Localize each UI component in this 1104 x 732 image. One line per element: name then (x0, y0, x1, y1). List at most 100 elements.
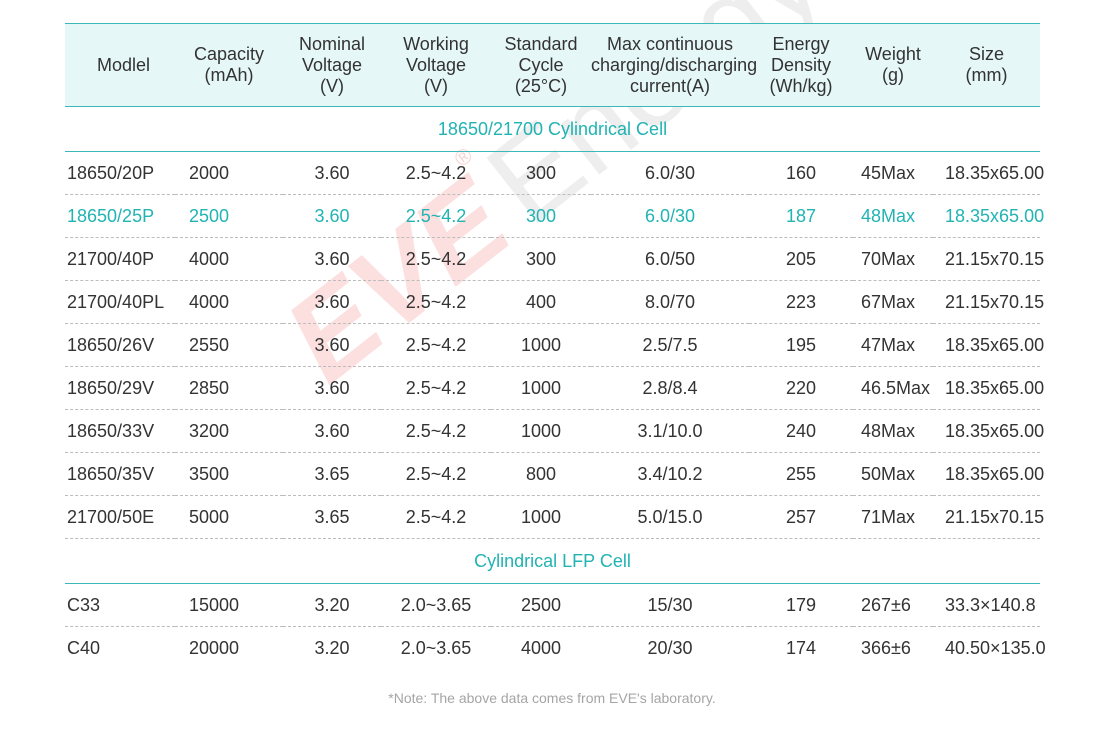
cell-standard-cycle: 300 (491, 151, 591, 195)
cell-capacity: 3500 (175, 452, 283, 496)
cell-weight: 48Max (853, 194, 933, 238)
cell-max-current: 6.0/50 (591, 237, 749, 281)
cell-capacity: 2000 (175, 151, 283, 195)
header-nominal-voltage: Nominal Voltage (V) (283, 23, 381, 107)
header-working-voltage: Working Voltage (V) (381, 23, 491, 107)
cell-working-voltage: 2.0~3.65 (381, 583, 491, 627)
cell-size: 18.35x65.00 (933, 194, 1044, 238)
cell-energy-density: 257 (749, 495, 853, 539)
cell-model: C40 (67, 637, 101, 658)
cell-max-current: 20/30 (647, 637, 693, 658)
cell-working-voltage: 2.5~4.2 (381, 323, 491, 367)
cell-nominal-voltage: 3.60 (283, 194, 381, 238)
cell-capacity: 2850 (175, 366, 283, 410)
cell-max-current: 15/30 (591, 583, 749, 627)
cell-standard-cycle: 1000 (491, 495, 591, 539)
table-row: C33 15000 3.20 2.0~3.65 2500 15/30 179 267±6 33.… (65, 583, 1040, 627)
cell-weight: 45Max (853, 151, 933, 195)
cell-nominal-voltage: 3.60 (283, 280, 381, 324)
header-standard-cycle: Standard Cycle (25°C) (491, 23, 591, 107)
spec-table-container: Modlel Capacity (mAh) Nominal Voltage (V) Work… (65, 23, 1046, 670)
cell-max-current: 2.8/8.4 (591, 366, 749, 410)
cell-size: 33.3×140.8 (933, 583, 1040, 627)
cell-energy-density: 187 (749, 194, 853, 238)
header-max-current: Max continuous charging/discharging curren… (591, 23, 757, 107)
header-energy-density: Energy Density (Wh/kg) (749, 23, 853, 107)
section-title: Cylindrical LFP Cell (65, 538, 1040, 584)
cell-model: 21700/40P (65, 237, 175, 281)
cell-standard-cycle: 1000 (491, 409, 591, 453)
cell-weight: 267±6 (853, 583, 933, 627)
header-size: Size (mm) (933, 23, 1040, 107)
cell-weight: 46.5Max (853, 366, 933, 410)
cell-standard-cycle: 1000 (491, 323, 591, 367)
table-body: 18650/21700 Cylindrical Cell 18650/20P 200… (65, 106, 1046, 670)
footnote: *Note: The above data comes from EVE's l… (388, 690, 716, 706)
cell-model: 18650/35V (65, 452, 175, 496)
table-row: 18650/26V 2550 3.60 2.5~4.2 1000 2.5/7.5 195 47… (65, 323, 1044, 367)
cell-energy-density: 160 (749, 151, 853, 195)
cell-energy-density: 255 (749, 452, 853, 496)
cell-max-current: 3.1/10.0 (591, 409, 749, 453)
cell-size: 21.15x70.15 (933, 237, 1044, 281)
cell-standard-cycle: 800 (491, 452, 591, 496)
cell-nominal-voltage: 3.60 (283, 366, 381, 410)
cell-working-voltage: 2.5~4.2 (381, 409, 491, 453)
cell-weight: 71Max (853, 495, 933, 539)
cell-nominal-voltage: 3.60 (283, 237, 381, 281)
section-title: 18650/21700 Cylindrical Cell (65, 106, 1040, 152)
cell-model: 18650/33V (65, 409, 175, 453)
cell-size: 18.35x65.00 (933, 151, 1044, 195)
header-capacity: Capacity (mAh) (175, 23, 283, 107)
cell-size: 18.35x65.00 (933, 323, 1044, 367)
table-row: 18650/35V 3500 3.65 2.5~4.2 800 3.4/10.2 255 50… (65, 452, 1044, 496)
cell-nominal-voltage: 3.60 (283, 409, 381, 453)
cell-max-current: 5.0/15.0 (591, 495, 749, 539)
table-row: 18650/25P 2500 3.60 2.5~4.2 300 6.0/30 187 48Ma… (65, 194, 1044, 238)
cell-size: 21.15x70.15 (933, 495, 1044, 539)
cell-model: 21700/40PL (65, 280, 175, 324)
cell-capacity: 5000 (175, 495, 283, 539)
cell-working-voltage: 2.5~4.2 (381, 366, 491, 410)
cell-max-current: 6.0/30 (591, 151, 749, 195)
cell-weight: 47Max (853, 323, 933, 367)
cell-nominal-voltage: 3.65 (283, 495, 381, 539)
cell-max-current: 2.5/7.5 (591, 323, 749, 367)
header-row: Modlel Capacity (mAh) Nominal Voltage (V) Work… (65, 23, 1040, 107)
cell-weight: 366±6 (861, 637, 911, 658)
cell-nominal-voltage: 3.20 (283, 583, 381, 627)
cell-standard-cycle: 400 (491, 280, 591, 324)
cell-max-current: 8.0/70 (591, 280, 749, 324)
cell-energy-density: 195 (749, 323, 853, 367)
cell-capacity: 4000 (175, 280, 283, 324)
cell-model: 18650/20P (65, 151, 175, 195)
cell-standard-cycle: 4000 (520, 637, 562, 658)
table-row: 21700/40P 4000 3.60 2.5~4.2 300 6.0/50 205 70Ma… (65, 237, 1044, 281)
header-model: Modlel (65, 23, 175, 107)
cell-weight: 67Max (853, 280, 933, 324)
cell-nominal-voltage: 3.60 (283, 323, 381, 367)
cell-standard-cycle: 300 (491, 194, 591, 238)
cell-model: C33 (65, 583, 175, 627)
table-row: 18650/29V 2850 3.60 2.5~4.2 1000 2.8/8.4 220 46… (65, 366, 1044, 410)
cell-model: 21700/50E (65, 495, 175, 539)
cell-size: 40.50×135.0 (945, 637, 1046, 658)
table-row: C40 20000 3.20 2.0~3.65 4000 20/30 174 366±6 40.… (65, 627, 1046, 670)
section-header-row: Cylindrical LFP Cell (65, 538, 1040, 584)
cell-working-voltage: 2.5~4.2 (381, 280, 491, 324)
cell-energy-density: 240 (749, 409, 853, 453)
cell-max-current: 6.0/30 (591, 194, 749, 238)
cell-size: 21.15x70.15 (933, 280, 1044, 324)
cell-working-voltage: 2.5~4.2 (381, 495, 491, 539)
cell-weight: 48Max (853, 409, 933, 453)
cell-model: 18650/26V (65, 323, 175, 367)
table-row: 18650/33V 3200 3.60 2.5~4.2 1000 3.1/10.0 240 4… (65, 409, 1044, 453)
cell-capacity: 2500 (175, 194, 283, 238)
cell-standard-cycle: 2500 (491, 583, 591, 627)
section-header-row: 18650/21700 Cylindrical Cell (65, 106, 1040, 152)
cell-size: 18.35x65.00 (933, 366, 1044, 410)
cell-working-voltage: 2.0~3.65 (400, 637, 472, 658)
cell-max-current: 3.4/10.2 (591, 452, 749, 496)
cell-working-voltage: 2.5~4.2 (381, 151, 491, 195)
cell-capacity: 4000 (175, 237, 283, 281)
